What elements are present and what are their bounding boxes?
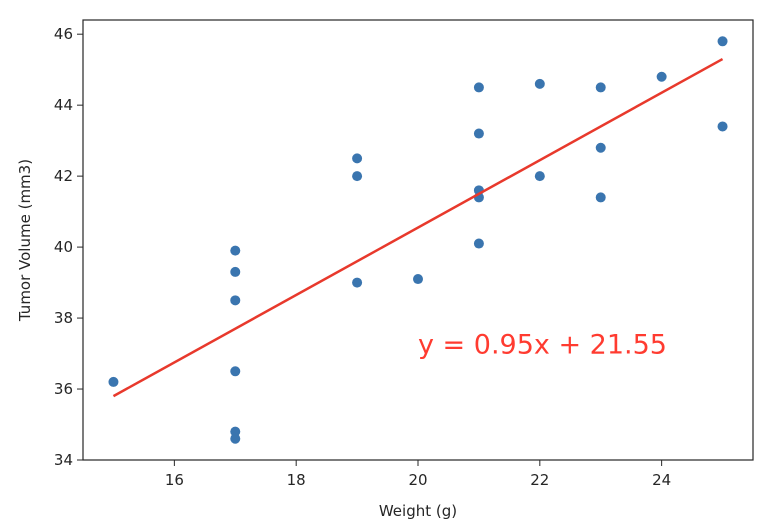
data-point: [473, 238, 484, 249]
data-points: [108, 36, 728, 444]
x-tick-label: 22: [530, 471, 549, 489]
data-point: [534, 78, 545, 89]
y-axis-ticks: 34 36 38 40 42 44 46: [54, 25, 83, 469]
regression-line: [112, 57, 724, 398]
data-point: [108, 376, 119, 387]
data-point: [230, 366, 241, 377]
y-tick-label: 34: [54, 451, 73, 469]
data-point: [230, 245, 241, 256]
data-point: [230, 295, 241, 306]
data-point: [473, 82, 484, 93]
plot-area: [82, 19, 754, 461]
data-point: [230, 266, 241, 277]
y-tick-label: 42: [54, 167, 73, 185]
y-axis-label: Tumor Volume (mm3): [16, 159, 34, 322]
data-point: [595, 82, 606, 93]
y-tick-label: 44: [54, 96, 73, 114]
x-axis-ticks: 16 18 20 22 24: [165, 460, 671, 489]
data-point: [534, 171, 545, 182]
data-point: [717, 36, 728, 47]
data-point: [352, 171, 363, 182]
data-point: [595, 192, 606, 203]
y-tick-label: 46: [54, 25, 73, 43]
y-tick-label: 36: [54, 380, 73, 398]
x-tick-label: 20: [408, 471, 427, 489]
data-point: [352, 277, 363, 288]
data-point: [230, 426, 241, 437]
data-point: [413, 274, 423, 285]
y-tick-label: 40: [54, 238, 73, 256]
regression-equation: y = 0.95x + 21.55: [418, 330, 667, 361]
data-point: [473, 128, 484, 139]
data-point: [595, 142, 606, 153]
y-tick-label: 38: [54, 309, 73, 327]
data-point: [230, 433, 241, 444]
data-point: [717, 121, 728, 132]
x-tick-label: 18: [287, 471, 306, 489]
x-tick-label: 16: [165, 471, 184, 489]
x-tick-label: 24: [652, 471, 671, 489]
data-point: [656, 71, 667, 82]
data-point: [352, 153, 363, 164]
x-axis-label: Weight (g): [379, 502, 457, 520]
